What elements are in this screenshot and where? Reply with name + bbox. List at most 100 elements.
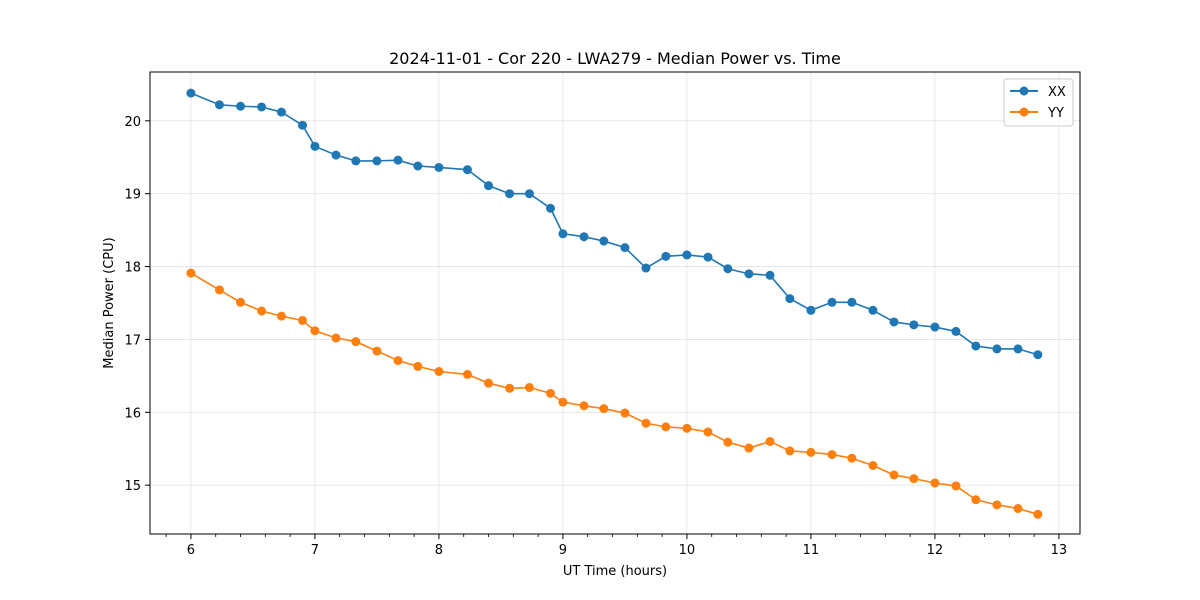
x-tick-label: 11: [803, 543, 820, 558]
data-point-xx: [889, 317, 899, 327]
data-point-yy: [393, 356, 403, 366]
data-point-yy: [462, 369, 472, 379]
data-point-xx: [909, 320, 919, 330]
data-point-yy: [765, 436, 775, 446]
data-point-xx: [847, 297, 857, 307]
data-point-yy: [236, 297, 246, 307]
data-point-yy: [558, 397, 568, 407]
y-tick-label: 20: [124, 115, 141, 130]
data-point-xx: [765, 270, 775, 280]
data-point-xx: [599, 236, 609, 246]
legend-marker-yy: [1019, 107, 1029, 117]
data-point-xx: [868, 305, 878, 315]
data-point-xx: [413, 161, 423, 171]
data-point-xx: [951, 326, 961, 336]
x-tick-label: 12: [927, 543, 944, 558]
data-point-xx: [827, 297, 837, 307]
data-point-xx: [236, 101, 246, 111]
data-point-xx: [744, 269, 754, 279]
data-point-yy: [310, 326, 320, 336]
x-tick-label: 8: [435, 543, 443, 558]
data-point-xx: [971, 341, 981, 351]
data-point-yy: [276, 311, 286, 321]
data-point-yy: [599, 404, 609, 414]
data-point-yy: [992, 500, 1002, 510]
data-point-xx: [505, 189, 515, 199]
series-layer: [186, 88, 1043, 519]
data-point-xx: [462, 165, 472, 175]
data-point-xx: [558, 229, 568, 239]
y-tick-label: 16: [124, 406, 141, 421]
data-point-yy: [524, 383, 534, 393]
data-point-xx: [661, 251, 671, 261]
data-point-xx: [930, 322, 940, 332]
data-point-xx: [276, 107, 286, 117]
data-point-xx: [331, 150, 341, 160]
data-point-yy: [889, 470, 899, 480]
y-tick-label: 18: [124, 261, 141, 276]
data-point-xx: [641, 263, 651, 273]
y-tick-label: 19: [124, 188, 141, 203]
data-point-yy: [909, 474, 919, 484]
data-point-yy: [930, 478, 940, 488]
data-point-xx: [186, 88, 196, 98]
data-point-xx: [214, 100, 224, 110]
data-point-yy: [703, 427, 713, 437]
grid: [150, 72, 1080, 534]
axis-ticks: 6 7 8 9 10 11 12 13 15 16 17 18 19 20: [124, 115, 1067, 558]
data-point-yy: [298, 315, 308, 325]
data-point-xx: [806, 305, 816, 315]
data-point-xx: [524, 189, 534, 199]
data-point-yy: [682, 423, 692, 433]
data-point-yy: [579, 401, 589, 411]
data-point-yy: [372, 346, 382, 356]
data-point-yy: [546, 388, 556, 398]
data-point-xx: [298, 120, 308, 130]
data-point-yy: [971, 495, 981, 505]
data-point-yy: [641, 418, 651, 428]
x-tick-label: 13: [1051, 543, 1068, 558]
plot-frame: [149, 71, 1081, 535]
data-point-yy: [434, 367, 444, 376]
data-point-xx: [785, 294, 795, 304]
data-point-yy: [847, 453, 857, 463]
data-point-xx: [1013, 344, 1023, 354]
data-point-yy: [620, 408, 630, 418]
y-axis-label: Median Power (CPU): [102, 237, 117, 368]
data-point-xx: [723, 264, 733, 274]
data-point-xx: [1033, 350, 1043, 360]
data-point-yy: [413, 361, 423, 371]
data-point-xx: [310, 141, 320, 151]
data-point-yy: [257, 306, 267, 316]
chart-title: 2024-11-01 - Cor 220 - LWA279 - Median P…: [389, 49, 841, 68]
data-point-yy: [186, 268, 196, 278]
data-point-xx: [682, 250, 692, 260]
legend: XX YY: [1003, 78, 1074, 127]
data-point-xx: [257, 102, 267, 112]
data-point-yy: [806, 447, 816, 457]
data-point-xx: [992, 344, 1002, 354]
x-axis-label: UT Time (hours): [563, 564, 667, 579]
data-point-xx: [434, 162, 444, 172]
data-point-xx: [351, 156, 361, 166]
data-point-xx: [620, 243, 630, 253]
data-point-yy: [785, 446, 795, 456]
data-point-yy: [1013, 504, 1023, 513]
data-point-yy: [484, 378, 494, 388]
data-point-yy: [723, 437, 733, 447]
data-point-xx: [546, 203, 556, 213]
data-point-yy: [214, 285, 224, 295]
legend-marker-xx: [1019, 86, 1029, 96]
data-point-xx: [372, 156, 382, 166]
data-point-yy: [868, 461, 878, 470]
data-point-xx: [393, 155, 403, 165]
legend-label-xx: XX: [1048, 85, 1066, 100]
x-tick-label: 10: [679, 543, 696, 558]
x-tick-label: 7: [311, 543, 319, 558]
data-point-yy: [1033, 509, 1043, 519]
data-point-yy: [351, 337, 361, 347]
data-point-yy: [744, 443, 754, 453]
x-tick-label: 6: [187, 543, 195, 558]
